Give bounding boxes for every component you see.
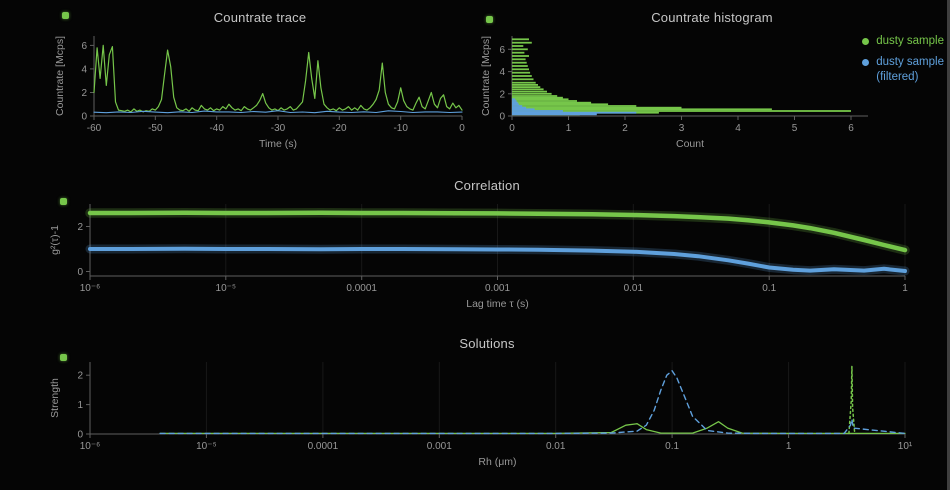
- legend-item-dusty-sample[interactable]: dusty sample: [862, 34, 944, 49]
- svg-text:4: 4: [499, 67, 505, 78]
- svg-text:0: 0: [509, 123, 515, 134]
- svg-text:6: 6: [848, 123, 854, 134]
- svg-text:-40: -40: [209, 123, 224, 134]
- svg-text:4: 4: [81, 64, 87, 75]
- svg-text:0: 0: [81, 112, 87, 123]
- plot-options-icon[interactable]: [60, 354, 67, 361]
- svg-text:1: 1: [77, 400, 83, 411]
- svg-text:10⁻⁶: 10⁻⁶: [80, 283, 101, 294]
- svg-text:-60: -60: [87, 123, 102, 134]
- svg-text:6: 6: [81, 41, 87, 52]
- svg-text:1: 1: [902, 283, 908, 294]
- legend-dot-green-icon: [862, 38, 870, 45]
- svg-text:Countrate [Mcps]: Countrate [Mcps]: [54, 36, 66, 116]
- solutions-panel: Solutions 10⁻⁶ 10⁻⁵ 0.0001 0.001 0.01 0.1 1 10¹…: [36, 330, 938, 486]
- svg-text:10⁻⁶: 10⁻⁶: [80, 441, 101, 452]
- svg-text:10⁻⁵: 10⁻⁵: [196, 441, 217, 452]
- svg-text:2: 2: [81, 88, 87, 99]
- svg-text:0.0001: 0.0001: [346, 283, 377, 294]
- svg-text:1: 1: [786, 441, 792, 452]
- plot-options-icon[interactable]: [486, 16, 493, 23]
- window-edge: [947, 0, 950, 490]
- chart-title-countrate-histogram: Countrate histogram: [651, 10, 773, 25]
- legend-dot-blue-icon: [862, 58, 870, 66]
- svg-text:0.001: 0.001: [427, 441, 452, 452]
- countrate-trace-chart[interactable]: -60 -50 -40 -30 -20 -10 0 0 2 4 6 Time (s) Countrate…: [50, 30, 470, 150]
- svg-text:0.01: 0.01: [546, 441, 566, 452]
- histogram-legend: dusty sample dusty sample (filtered): [862, 34, 944, 85]
- svg-text:Rh (μm): Rh (μm): [478, 456, 516, 468]
- svg-text:-30: -30: [271, 123, 286, 134]
- svg-text:1: 1: [566, 123, 572, 134]
- correlation-panel: Correlation 10⁻⁶ 10⁻⁵ 0.0001 0.001 0.01 0.1 1 0…: [36, 172, 938, 324]
- svg-text:0.0001: 0.0001: [308, 441, 339, 452]
- svg-text:0: 0: [77, 430, 83, 441]
- svg-text:4: 4: [735, 123, 741, 134]
- svg-text:0.1: 0.1: [665, 441, 679, 452]
- svg-text:Strength: Strength: [49, 378, 61, 418]
- plot-options-icon[interactable]: [60, 198, 67, 205]
- svg-text:0.01: 0.01: [624, 283, 644, 294]
- svg-text:0.1: 0.1: [762, 283, 776, 294]
- svg-text:Lag time τ (s): Lag time τ (s): [466, 298, 529, 310]
- svg-text:2: 2: [77, 222, 83, 233]
- svg-text:6: 6: [499, 45, 505, 56]
- plot-options-icon[interactable]: [62, 12, 69, 19]
- svg-text:0.001: 0.001: [485, 283, 510, 294]
- svg-text:3: 3: [679, 123, 685, 134]
- solutions-chart[interactable]: 10⁻⁶ 10⁻⁵ 0.0001 0.001 0.01 0.1 1 10¹ 0 1 2 Rh (μm)…: [36, 356, 938, 468]
- chart-title-countrate-trace: Countrate trace: [213, 10, 307, 25]
- svg-text:2: 2: [622, 123, 628, 134]
- svg-text:-50: -50: [148, 123, 163, 134]
- svg-text:10¹: 10¹: [898, 441, 913, 452]
- svg-text:Countrate [Mcps]: Countrate [Mcps]: [480, 36, 492, 116]
- correlation-chart[interactable]: 10⁻⁶ 10⁻⁵ 0.0001 0.001 0.01 0.1 1 0 2 Lag time τ …: [36, 198, 938, 310]
- svg-text:0: 0: [77, 267, 83, 278]
- legend-label-dusty-sample: dusty sample: [876, 35, 944, 47]
- svg-text:-10: -10: [393, 123, 408, 134]
- legend-label-dusty-sample-filtered: dusty sample (filtered): [876, 55, 944, 83]
- chart-title-solutions: Solutions: [459, 336, 515, 351]
- chart-title-correlation: Correlation: [454, 178, 520, 193]
- svg-text:0: 0: [459, 123, 465, 134]
- countrate-histogram-chart[interactable]: 0 1 2 3 4 5 6 0 2 4 6 Count Countrate [Mcps]: [478, 30, 946, 150]
- legend-item-dusty-sample-filtered[interactable]: dusty sample (filtered): [862, 55, 944, 85]
- svg-text:10⁻⁵: 10⁻⁵: [216, 283, 237, 294]
- svg-text:-20: -20: [332, 123, 347, 134]
- countrate-trace-panel: Countrate trace -60 -50 -40 -30 -20 -10 0 0 2 4 6 T…: [50, 4, 470, 168]
- svg-text:2: 2: [77, 371, 83, 382]
- svg-text:g²(τ)-1: g²(τ)-1: [49, 225, 61, 255]
- svg-text:0: 0: [499, 112, 505, 123]
- svg-text:2: 2: [499, 89, 505, 100]
- countrate-histogram-panel: Countrate histogram 0 1 2 3 4 5 6 0 2 4 6 Count Coun…: [478, 4, 946, 168]
- svg-text:5: 5: [792, 123, 798, 134]
- svg-text:Count: Count: [676, 138, 704, 150]
- svg-text:Time (s): Time (s): [259, 138, 297, 150]
